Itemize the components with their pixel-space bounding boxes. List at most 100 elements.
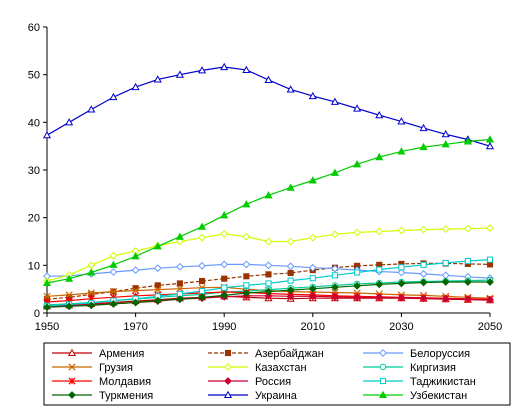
series-12 [42,135,495,287]
data-point-marker [42,130,52,139]
legend-entry: Украина [208,390,298,402]
data-point-marker [442,259,449,267]
data-point-marker [220,229,229,238]
x-tick-label: 2030 [389,321,413,333]
data-point-marker [397,268,406,277]
data-point-marker [486,278,494,286]
data-point-marker [441,294,450,303]
data-point-marker [242,65,251,73]
data-point-marker [65,291,73,299]
data-point-marker [154,286,162,294]
data-point-marker [198,66,207,74]
data-point-marker [198,293,206,302]
data-point-marker [264,287,273,296]
legend-entry: Армения [52,348,144,360]
legend-label: Казахстан [255,362,307,374]
data-point-marker [87,289,95,297]
data-point-marker [198,222,207,230]
data-point-marker [286,286,295,295]
data-point-marker [153,75,162,83]
data-point-marker [419,142,428,151]
data-point-marker [286,292,295,301]
data-point-marker [176,285,184,293]
legend-label: Молдавия [99,376,151,388]
data-point-marker [109,92,118,101]
data-point-marker [309,275,316,282]
data-point-marker [397,117,406,125]
data-point-marker [378,390,388,399]
data-point-marker [87,105,96,113]
data-point-marker [264,75,273,83]
data-point-marker [375,293,384,302]
data-point-marker [486,295,494,304]
data-point-marker [242,260,251,269]
data-point-marker [224,363,232,371]
data-point-marker [331,272,339,279]
legend-label: Узбекистан [410,390,467,402]
data-point-marker [397,226,406,235]
data-point-marker [486,256,494,263]
data-point-marker [286,85,295,93]
data-point-marker [109,268,118,276]
data-point-marker [308,91,317,100]
data-point-marker [463,137,472,145]
data-point-marker [308,176,317,184]
data-point-marker [68,391,76,399]
data-point-marker [286,237,295,246]
y-tick-label: 0 [34,308,40,320]
data-point-marker [331,230,339,239]
data-point-marker [87,301,96,310]
legend-entry: Казахстан [208,362,307,374]
data-point-marker [109,300,118,308]
legend-entry: Азербайджан [208,348,324,360]
x-tick-label: 2010 [301,321,325,333]
legend-entry: Туркмения [52,390,153,402]
data-point-marker [287,277,294,284]
data-point-marker [175,232,184,240]
data-point-marker [198,288,206,295]
data-point-marker [331,292,339,301]
data-point-marker [419,294,428,303]
data-point-marker [375,152,384,161]
data-point-marker [353,228,362,237]
data-point-marker [109,260,118,268]
data-point-marker [441,278,450,286]
data-point-marker [131,82,140,91]
x-tick-label: 1970 [123,321,147,333]
legend-box [43,342,511,406]
data-point-marker [379,377,387,385]
data-point-marker [175,70,184,78]
data-point-marker [308,263,317,272]
data-point-marker [175,262,184,271]
data-point-marker [154,282,161,289]
data-point-marker [109,251,118,260]
data-point-marker [397,293,406,302]
data-point-marker [176,280,183,287]
data-point-marker [153,296,162,305]
data-point-marker [265,271,272,278]
y-tick-label: 20 [28,213,40,225]
data-point-marker [131,286,140,295]
data-point-marker [175,237,184,246]
data-point-marker [287,269,294,277]
data-point-marker [376,266,383,273]
data-point-marker [198,261,206,270]
data-point-marker [441,130,450,138]
data-point-marker [224,377,232,385]
data-point-marker [153,242,162,250]
data-point-marker [198,233,206,242]
y-tick-label: 50 [28,70,40,82]
data-point-marker [286,262,295,271]
data-point-marker [486,224,494,233]
data-point-marker [420,261,427,268]
data-point-marker [464,257,471,265]
legend-entry: Таджикистан [363,376,476,388]
legend-label: Киргизия [410,362,456,374]
data-point-marker [330,97,339,105]
legend-entry: Киргизия [363,362,456,374]
y-tick-label: 60 [28,22,40,34]
data-point-marker [308,233,317,242]
data-point-marker [419,225,428,234]
data-point-marker [65,302,74,311]
